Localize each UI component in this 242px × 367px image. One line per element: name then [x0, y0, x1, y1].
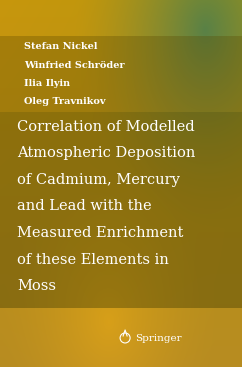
- Text: and Lead with the: and Lead with the: [17, 200, 151, 214]
- Text: of these Elements in: of these Elements in: [17, 252, 169, 266]
- Text: Ilia Ilyin: Ilia Ilyin: [24, 79, 70, 88]
- Text: Winfried Schröder: Winfried Schröder: [24, 61, 125, 69]
- Text: Oleg Travnikov: Oleg Travnikov: [24, 98, 106, 106]
- Bar: [0, 36, 242, 112]
- Text: Measured Enrichment: Measured Enrichment: [17, 226, 183, 240]
- Text: Atmospheric Deposition: Atmospheric Deposition: [17, 146, 195, 160]
- Text: Stefan Nickel: Stefan Nickel: [24, 42, 98, 51]
- Bar: [0, 112, 242, 308]
- Text: Correlation of Modelled: Correlation of Modelled: [17, 120, 195, 134]
- Text: Springer: Springer: [135, 334, 182, 344]
- Text: of Cadmium, Mercury: of Cadmium, Mercury: [17, 173, 180, 187]
- Text: Moss: Moss: [17, 279, 56, 293]
